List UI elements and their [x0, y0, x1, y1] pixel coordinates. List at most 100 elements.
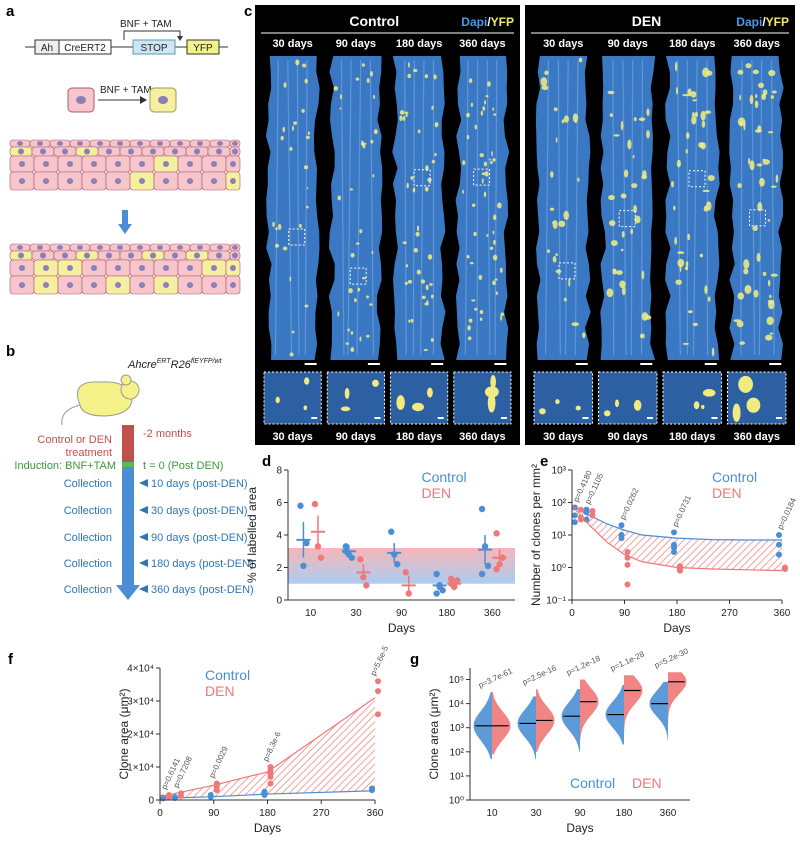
p-value: p=1.2e-18: [565, 654, 602, 678]
nucleus: [139, 161, 145, 167]
yfp-spot: [762, 159, 770, 165]
yfp-spot: [768, 279, 771, 287]
collection-label: Collection: [64, 478, 112, 490]
yfp-spot: [749, 160, 755, 171]
x-tick-label: 10: [486, 808, 498, 819]
yfp-spot: [677, 258, 685, 268]
yfp-spot: [671, 180, 674, 188]
point: [297, 502, 304, 509]
yfp-spot: [685, 261, 689, 267]
yfp-spot: [412, 402, 424, 412]
yfp-spot: [638, 117, 646, 122]
yfp-spot: [372, 379, 379, 387]
point: [375, 678, 381, 685]
yfp-spot: [407, 73, 412, 79]
point: [402, 569, 409, 576]
y-tick-label: 10⁵: [449, 675, 464, 686]
fold: [419, 59, 425, 356]
yfp-spot: [704, 285, 708, 295]
x-tick-label: 90: [208, 808, 220, 819]
point: [624, 561, 631, 568]
y-tick-label: 1×10⁴: [127, 763, 154, 774]
yfp-spot: [674, 236, 678, 245]
stain-text: Dapi: [461, 15, 487, 29]
yfp-spot: [568, 277, 571, 288]
yfp-spot: [350, 347, 355, 353]
yfp-spot: [425, 284, 429, 291]
yfp-spot: [555, 399, 560, 405]
yfp-spot: [563, 297, 567, 302]
point: [577, 514, 584, 521]
yfp-spot: [402, 116, 406, 121]
yfp-spot: [289, 146, 293, 151]
yfp-spot: [633, 204, 637, 214]
treatment-text: Control or DEN: [37, 434, 112, 446]
yfp-spot: [737, 183, 742, 189]
tissue-strip: [392, 56, 446, 360]
yfp-spot: [553, 107, 558, 112]
point: [433, 570, 440, 578]
inset-time: 360 days: [459, 431, 505, 443]
nucleus: [115, 161, 121, 167]
yfp-spot: [434, 121, 439, 128]
yfp-spot: [468, 78, 473, 84]
yfp-spot: [757, 125, 762, 133]
nucleus: [230, 178, 236, 184]
legend-entry: Control: [712, 469, 757, 485]
yfp-spot: [303, 165, 309, 170]
yfp-spot: [743, 268, 749, 275]
yfp-spot: [737, 69, 744, 75]
yfp-spot: [399, 115, 403, 122]
yfp-spot: [768, 69, 776, 77]
group-title: DEN: [632, 13, 662, 29]
fold: [412, 59, 415, 356]
yfp-spot: [497, 202, 502, 209]
p-value: p=0.0184: [776, 496, 799, 531]
yfp-spot: [755, 94, 758, 99]
point: [589, 512, 596, 519]
nucleus: [77, 245, 83, 250]
yfp-spot: [484, 171, 489, 177]
yfp-spot: [295, 59, 300, 66]
point: [303, 539, 310, 547]
inset-box: [349, 267, 367, 285]
yfp-spot: [549, 207, 555, 211]
band: [288, 548, 515, 584]
nucleus: [40, 148, 46, 155]
yfp-spot: [610, 240, 618, 246]
collection-time: 360 days (post-DEN): [151, 584, 254, 596]
y-axis-label: Clone area (μm²): [117, 689, 131, 780]
yfp-spot: [563, 210, 569, 221]
yfp-spot: [563, 115, 569, 123]
yfp-spot: [366, 78, 370, 83]
point: [671, 548, 677, 555]
yfp-spot: [282, 246, 288, 251]
point: [433, 590, 440, 597]
yfp-spot: [743, 259, 750, 269]
yfp-spot: [467, 336, 472, 341]
nucleus: [43, 265, 49, 271]
yfp-spot: [620, 193, 627, 199]
y-tick-label: 0: [148, 796, 154, 807]
induction-text: BNF + TAM: [100, 85, 152, 96]
nucleus: [211, 178, 217, 184]
yfp-spot: [608, 194, 615, 201]
nucleus: [117, 245, 123, 250]
yfp-spot: [289, 276, 292, 282]
nucleus: [197, 245, 203, 250]
legend-entry: DEN: [422, 485, 452, 501]
yfp-spot: [492, 254, 498, 261]
genotype-part: flEYFP/wt: [191, 358, 223, 365]
point: [357, 556, 364, 563]
y-tick-label: 10³: [450, 723, 465, 734]
point: [677, 567, 683, 574]
y-axis-label: Clone area (μm²): [427, 689, 441, 780]
yfp-spot: [408, 62, 410, 68]
point: [342, 543, 350, 550]
collection-label: Collection: [64, 505, 112, 517]
yfp-spot: [396, 395, 405, 410]
nucleus: [97, 141, 103, 146]
nucleus: [106, 252, 112, 259]
point: [439, 587, 446, 594]
point: [589, 507, 596, 514]
